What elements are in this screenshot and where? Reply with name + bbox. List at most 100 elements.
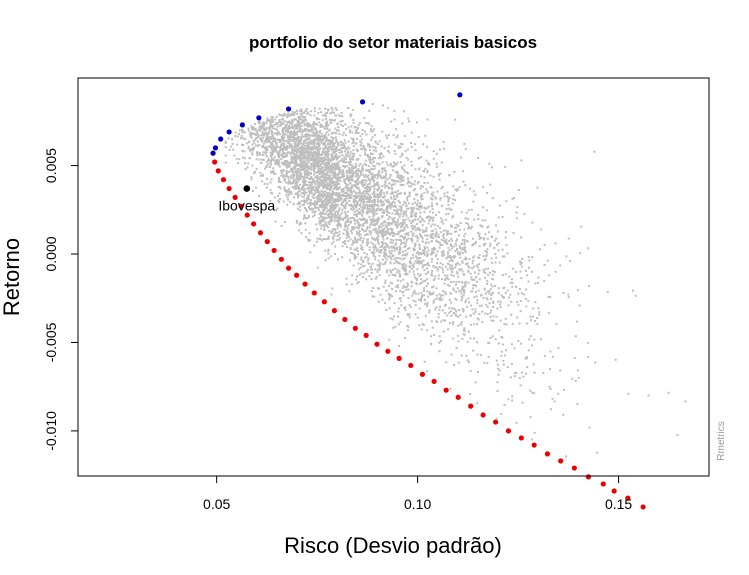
random-portfolio-point xyxy=(283,163,286,166)
random-portfolio-point xyxy=(306,169,309,172)
random-portfolio-point xyxy=(337,163,340,166)
random-portfolio-point xyxy=(351,131,354,134)
random-portfolio-point xyxy=(397,310,400,313)
random-portfolio-point xyxy=(439,172,442,175)
random-portfolio-point xyxy=(408,194,411,197)
random-portfolio-point xyxy=(505,200,508,203)
random-portfolio-point xyxy=(303,190,306,193)
random-portfolio-point xyxy=(315,196,318,199)
random-portfolio-point xyxy=(419,257,421,260)
random-portfolio-point xyxy=(438,178,441,181)
random-portfolio-point xyxy=(454,226,456,229)
random-portfolio-point xyxy=(338,172,341,175)
random-portfolio-point xyxy=(461,252,464,254)
random-portfolio-point xyxy=(381,228,384,231)
random-portfolio-point xyxy=(426,305,428,307)
random-portfolio-point xyxy=(454,242,457,245)
random-portfolio-point xyxy=(399,174,401,177)
random-portfolio-point xyxy=(337,224,340,227)
random-portfolio-point xyxy=(323,178,326,181)
random-portfolio-point xyxy=(298,147,301,150)
random-portfolio-point xyxy=(408,120,411,123)
random-portfolio-point xyxy=(309,167,312,170)
random-portfolio-point xyxy=(287,127,290,130)
random-portfolio-point xyxy=(371,209,374,212)
random-portfolio-point xyxy=(329,212,332,215)
random-portfolio-point xyxy=(285,189,288,192)
random-portfolio-point xyxy=(492,278,495,281)
random-portfolio-point xyxy=(316,174,319,177)
random-portfolio-point xyxy=(303,168,306,171)
random-portfolio-point xyxy=(349,150,352,153)
random-portfolio-point xyxy=(391,179,393,181)
random-portfolio-point xyxy=(335,138,338,141)
random-portfolio-point xyxy=(284,120,286,123)
random-portfolio-point xyxy=(355,256,358,259)
random-portfolio-point xyxy=(368,122,370,125)
random-portfolio-point xyxy=(458,263,461,266)
random-portfolio-point xyxy=(334,185,337,188)
random-portfolio-point xyxy=(405,288,408,291)
random-portfolio-point xyxy=(526,366,529,369)
random-portfolio-point xyxy=(336,235,339,238)
random-portfolio-point xyxy=(295,147,298,150)
random-portfolio-point xyxy=(596,451,599,454)
random-portfolio-point xyxy=(367,209,370,212)
random-portfolio-point xyxy=(299,202,302,205)
random-portfolio-point xyxy=(411,238,414,241)
random-portfolio-point xyxy=(300,145,303,148)
random-portfolio-point xyxy=(336,155,339,158)
random-portfolio-point xyxy=(504,165,507,168)
random-portfolio-point xyxy=(407,217,410,220)
random-portfolio-point xyxy=(366,207,369,210)
random-portfolio-point xyxy=(395,128,397,131)
random-portfolio-point xyxy=(373,190,376,193)
random-portfolio-point xyxy=(345,203,348,206)
random-portfolio-point xyxy=(271,192,274,195)
random-portfolio-point xyxy=(296,155,299,158)
random-portfolio-point xyxy=(408,191,411,194)
random-portfolio-point xyxy=(265,166,268,168)
random-portfolio-point xyxy=(432,291,435,294)
random-portfolio-point xyxy=(256,152,259,155)
random-portfolio-point xyxy=(333,220,336,223)
random-portfolio-point xyxy=(307,198,310,201)
random-portfolio-point xyxy=(242,137,245,140)
random-portfolio-point xyxy=(333,131,336,134)
random-portfolio-point xyxy=(396,161,399,164)
random-portfolio-point xyxy=(383,175,386,178)
random-portfolio-point xyxy=(388,307,391,310)
random-portfolio-point xyxy=(292,168,295,170)
random-portfolio-point xyxy=(263,202,265,205)
random-portfolio-point xyxy=(394,221,397,224)
random-portfolio-point xyxy=(497,342,500,345)
random-portfolio-point xyxy=(376,198,379,201)
random-portfolio-point xyxy=(412,256,415,259)
random-portfolio-point xyxy=(321,211,324,214)
random-portfolio-point xyxy=(230,145,233,148)
random-portfolio-point xyxy=(284,175,286,178)
random-portfolio-point xyxy=(432,233,435,236)
random-portfolio-point xyxy=(259,137,262,140)
random-portfolio-point xyxy=(346,170,349,172)
random-portfolio-point xyxy=(426,370,429,372)
random-portfolio-point xyxy=(401,258,404,261)
random-portfolio-point xyxy=(501,216,504,218)
random-portfolio-point xyxy=(330,181,333,184)
random-portfolio-point xyxy=(314,189,317,192)
random-portfolio-point xyxy=(360,180,363,183)
random-portfolio-point xyxy=(374,147,377,150)
random-portfolio-point xyxy=(331,193,334,196)
random-portfolio-point xyxy=(417,136,420,139)
random-portfolio-point xyxy=(350,113,353,116)
random-portfolio-point xyxy=(547,311,550,314)
random-portfolio-point xyxy=(373,219,376,221)
random-portfolio-point xyxy=(495,315,498,318)
random-portfolio-point xyxy=(393,183,396,186)
random-portfolio-point xyxy=(450,208,453,211)
random-portfolio-point xyxy=(298,190,301,193)
random-portfolio-point xyxy=(352,158,354,161)
random-portfolio-point xyxy=(471,290,474,293)
random-portfolio-point xyxy=(288,165,291,168)
random-portfolio-point xyxy=(534,320,536,322)
